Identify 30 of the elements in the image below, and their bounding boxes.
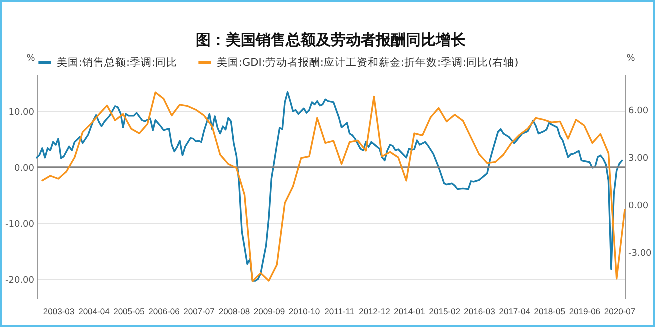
x-tick-label: 2006-06 [148,306,180,316]
x-tick-label: 2018-05 [534,306,566,316]
y-tick-label: 10.00 [8,108,35,118]
x-tick-label: 2016-03 [464,306,496,316]
x-tick-label: 2010-10 [288,306,320,316]
chart-title: 图：美国销售总额及劳动者报酬同比增长 [196,31,467,49]
y-tick-label: 0.00 [14,164,35,174]
y2-axis-title: % [626,54,636,64]
y-tick-label: -20.00 [5,276,35,286]
x-tick-label: 2015-02 [429,306,461,316]
x-tick-label: 2008-08 [218,306,250,316]
x-tick-label: 2007-07 [184,306,216,316]
y-tick-label: -10.00 [5,220,35,230]
x-tick-label: 2011-11 [324,306,355,316]
y2-tick-label: 6.00 [628,106,649,116]
x-tick-label: 2003-03 [43,306,75,316]
x-tick-label: 2014-01 [394,306,426,316]
x-tick-label: 2020-07 [604,306,636,316]
x-tick-label: 2012-12 [359,306,391,316]
legend-label: 美国:GDI:劳动者报酬:应计工资和薪金:折年数:季调:同比(右轴) [217,56,519,69]
x-tick-label: 2017-04 [499,306,531,316]
x-tick-label: 2004-04 [78,306,110,316]
y2-tick-label: -3.00 [628,248,652,259]
legend-label: 美国:销售总额:季调:同比 [57,56,178,69]
x-tick-label: 2005-05 [114,306,146,316]
x-tick-label: 2019-06 [569,306,601,316]
y2-tick-label: 0.00 [628,201,649,212]
y-axis-title: % [26,54,36,64]
y2-tick-label: 3.00 [628,154,649,164]
x-tick-label: 2009-09 [254,306,286,316]
